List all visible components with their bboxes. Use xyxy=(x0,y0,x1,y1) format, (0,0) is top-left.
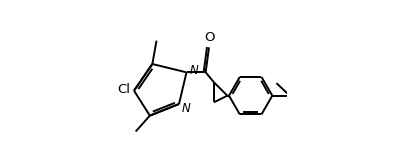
Text: N: N xyxy=(182,102,191,115)
Text: N: N xyxy=(189,64,198,77)
Text: Cl: Cl xyxy=(117,83,130,96)
Text: O: O xyxy=(204,31,215,44)
